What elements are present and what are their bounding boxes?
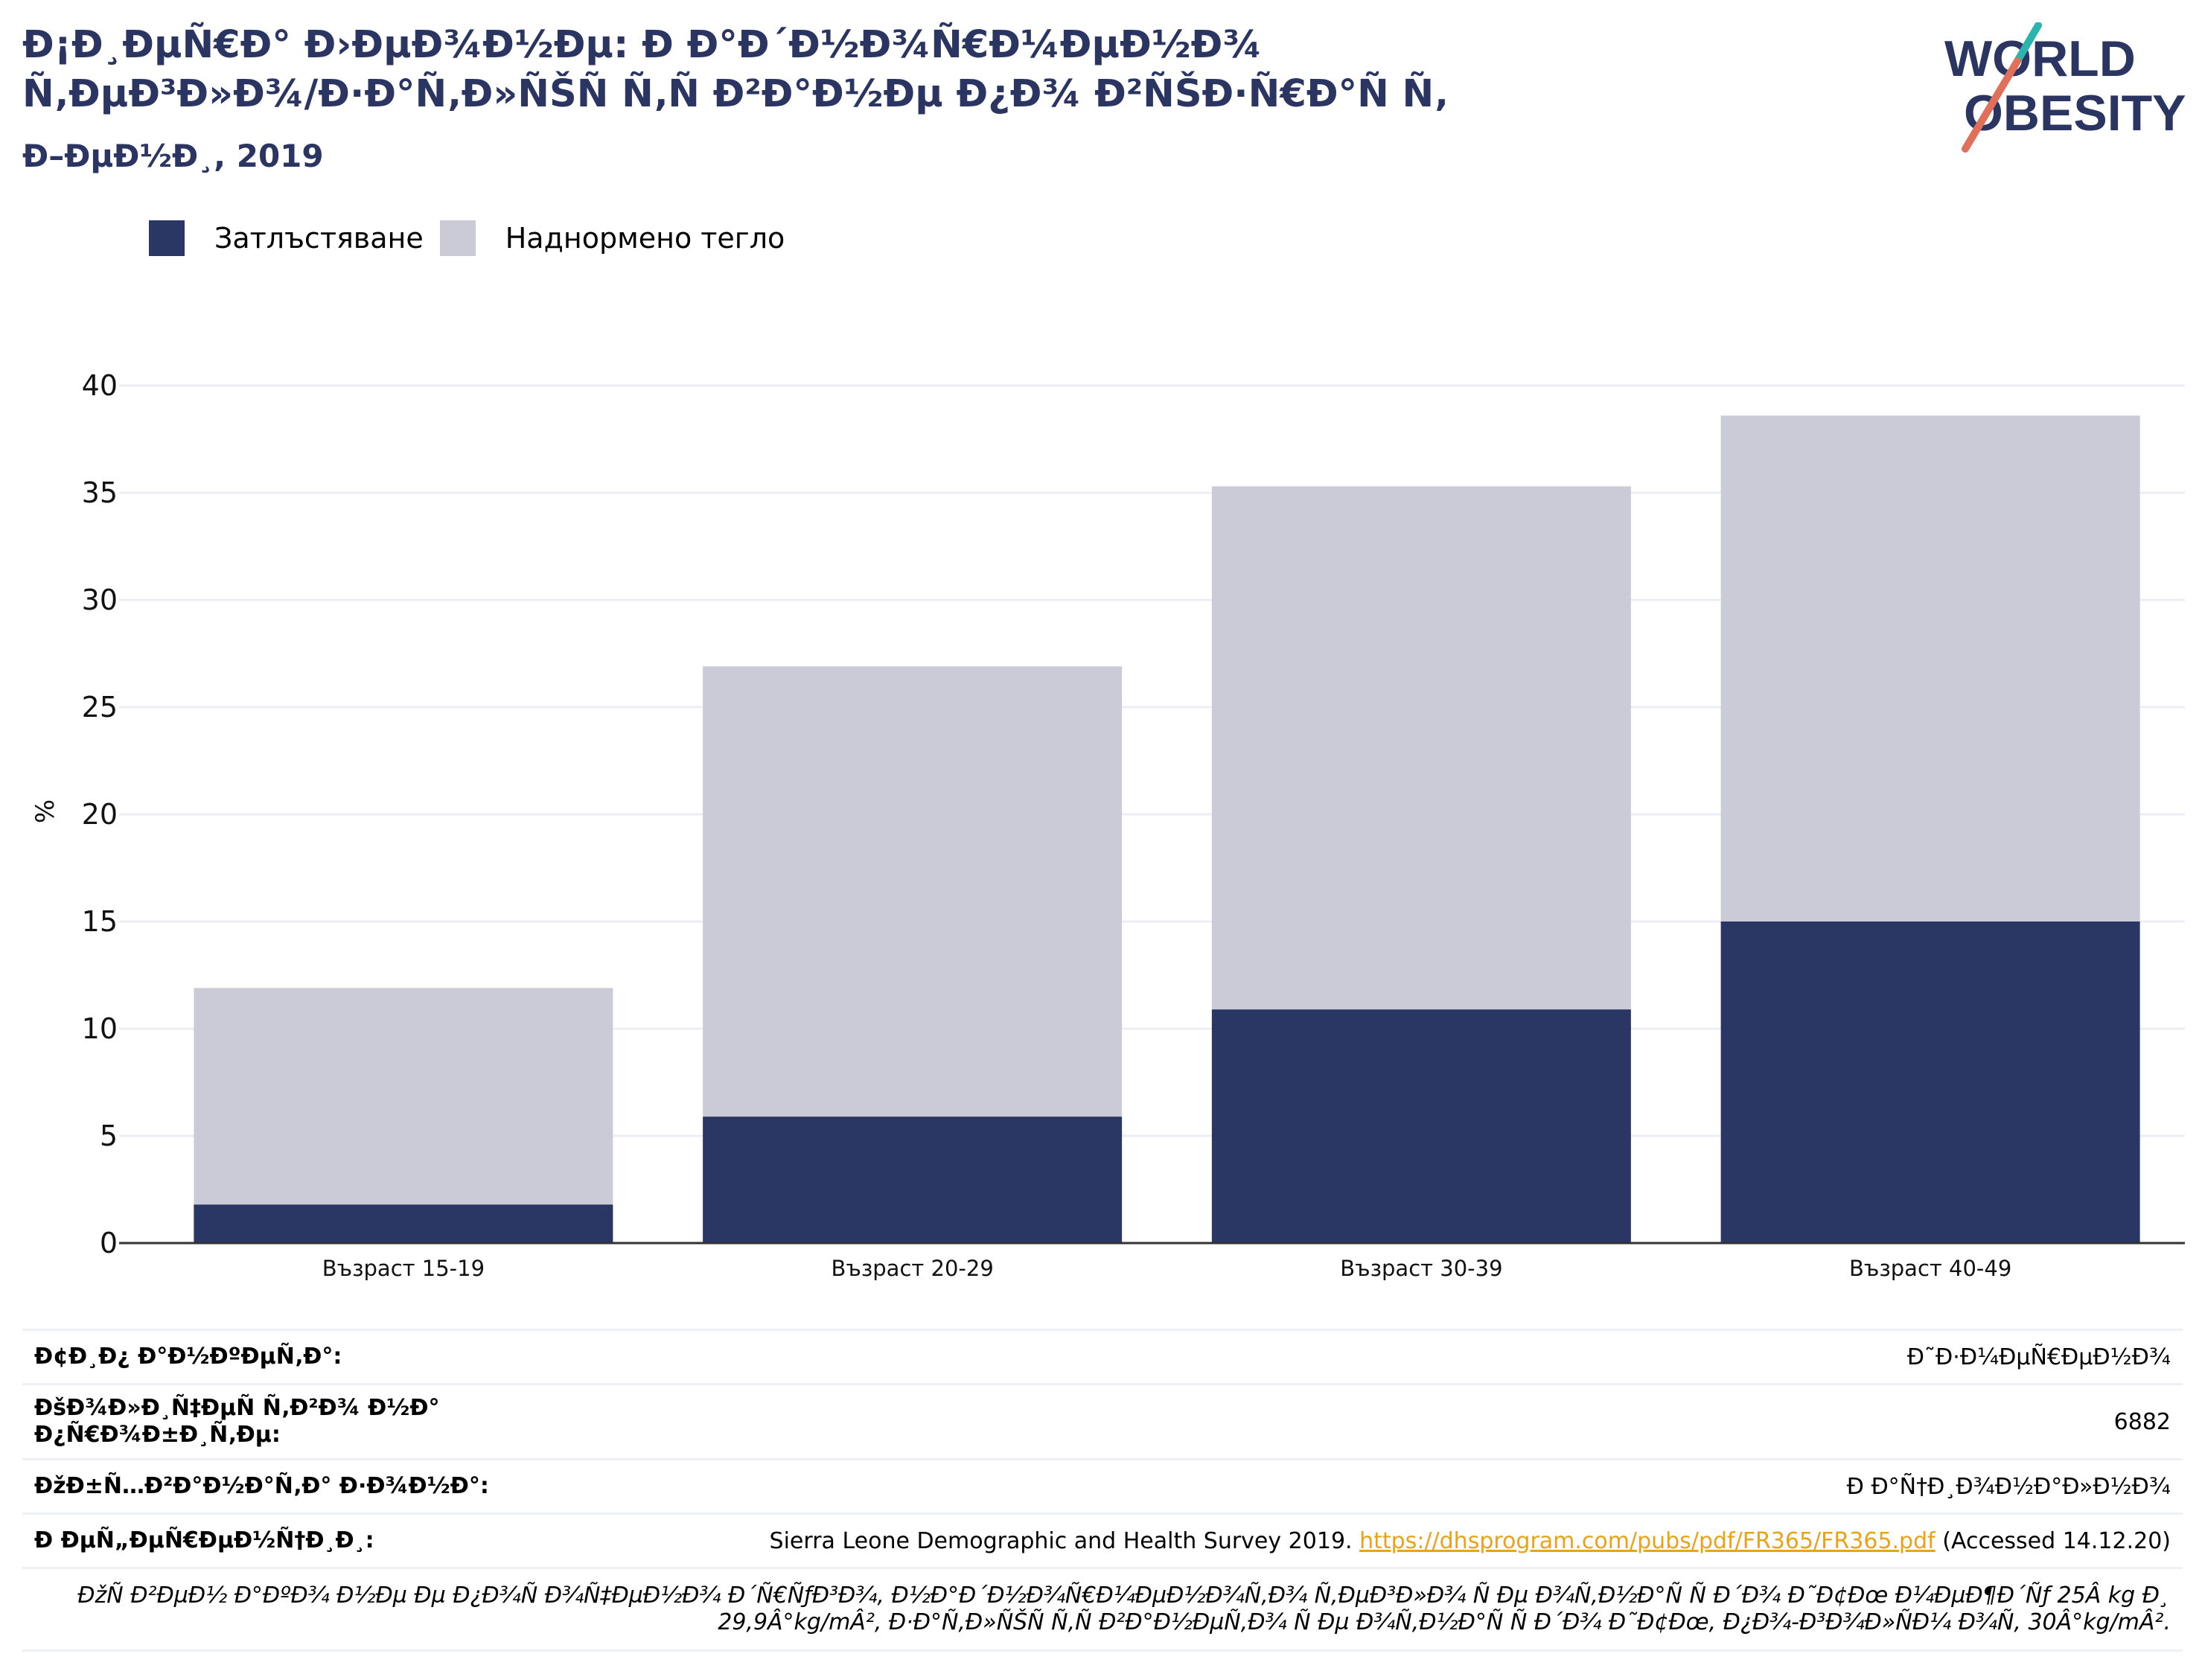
x-tick-label: Възраст 40-49: [1849, 1256, 2011, 1281]
table-value: Đ Đ°Ñ†Đ¸Đ¾Đ½Đ°Đ»Đ½Đ¾: [1846, 1473, 2171, 1500]
table-row-sample-size: ĐšĐ¾Đ»Đ¸Ñ‡ĐµÑ Ñ‚Đ²Đ¾ Đ½Đ° Đ¿Ñ€Đ¾Đ±Đ¸Ñ‚Đµ…: [22, 1385, 2183, 1460]
reference-text: Sierra Leone Demographic and Health Surv…: [769, 1527, 1360, 1554]
logo-slash-coral: [1962, 57, 2021, 153]
reference-value: Sierra Leone Demographic and Health Surv…: [770, 1528, 2171, 1554]
table-value: 6882: [2113, 1408, 2171, 1435]
reference-link[interactable]: https://dhsprogram.com/pubs/pdf/FR365/FR…: [1359, 1527, 1935, 1554]
table-value: Đ˜Đ·Đ¼ĐµÑ€ĐµĐ½Đ¾: [1906, 1344, 2171, 1370]
stacked-bar-chart: 0 5 10 15 20 25 30 35 40 Възраст 15-19 Възраст 20…: [31, 369, 2185, 1281]
y-tick-label: 0: [100, 1227, 118, 1259]
chart-subtitle: Đ–ĐµĐ½Đ¸, 2019: [22, 138, 324, 174]
y-tick-label: 10: [82, 1012, 118, 1045]
bar-segment: [1720, 415, 2140, 922]
y-tick-label: 35: [82, 476, 118, 509]
table-row-coverage: ĐžĐ±Ñ…Đ²Đ°Đ½Đ°Ñ‚Đ° Đ·Đ¾Đ½Đ°: Đ Đ°Ñ†Đ¸Đ¾Đ…: [22, 1460, 2183, 1515]
chart-title: Đ¡Đ¸ĐµÑ€Đ° Đ›ĐµĐ¾Đ½Đµ: Đ Đ°Đ´Đ½Đ¾Ñ€Đ¼ĐµĐ…: [22, 23, 1449, 116]
table-label: ĐžĐ±Ñ…Đ²Đ°Đ½Đ°Ñ‚Đ° Đ·Đ¾Đ½Đ°:: [34, 1473, 489, 1499]
y-tick-label: 30: [82, 584, 118, 616]
bar-segment: [1720, 922, 2140, 1243]
bar-segment: [703, 666, 1123, 1117]
bar-segment: [703, 1117, 1123, 1243]
y-tick-label: 20: [82, 798, 118, 831]
x-tick-label: Възраст 30-39: [1340, 1256, 1502, 1281]
bar-segment: [194, 988, 613, 1205]
legend-swatch-overweight: [439, 220, 476, 256]
x-tick-label: Възраст 15-19: [322, 1256, 485, 1281]
table-row-survey-type: Đ¢Đ¸Đ¿ Đ°Đ½ĐºĐµÑ‚Đ°: Đ˜Đ·Đ¼ĐµÑ€ĐµĐ½Đ¾: [22, 1331, 2183, 1385]
reference-accessed: (Accessed 14.12.20): [1935, 1527, 2171, 1554]
bar-segment: [194, 1204, 613, 1243]
legend-label-obesity: Затлъстяване: [214, 222, 424, 255]
x-axis-ticks: Възраст 15-19 Възраст 20-29 Възраст 30-39 В…: [322, 1256, 2012, 1281]
y-tick-label: 40: [82, 369, 118, 402]
logo-slash-teal: [2014, 22, 2042, 65]
info-table: Đ¢Đ¸Đ¿ Đ°Đ½ĐºĐµÑ‚Đ°: Đ˜Đ·Đ¼ĐµÑ€ĐµĐ½Đ¾ Đš…: [22, 1329, 2183, 1652]
table-label: Đ¢Đ¸Đ¿ Đ°Đ½ĐºĐµÑ‚Đ°:: [34, 1344, 342, 1370]
logo-word-world: WORLD: [1944, 31, 2136, 87]
table-label: Đ ĐµÑ„ĐµÑ€ĐµĐ½Ñ†Đ¸Đ¸:: [34, 1527, 374, 1553]
x-tick-label: Възраст 20-29: [831, 1256, 993, 1281]
legend-label-overweight: Наднормено тегло: [505, 222, 785, 255]
legend-item-obesity: Затлъстяване: [149, 220, 424, 256]
table-row-references: Đ ĐµÑ„ĐµÑ€ĐµĐ½Ñ†Đ¸Đ¸: Sierra Leone Demog…: [22, 1515, 2183, 1569]
y-tick-label: 15: [82, 905, 118, 938]
legend: Затлъстяване Наднормено тегло: [149, 220, 801, 257]
y-axis-ticks: 0 5 10 15 20 25 30 35 40: [82, 369, 118, 1259]
y-tick-label: 5: [100, 1120, 118, 1152]
legend-item-overweight: Наднормено тегло: [439, 220, 785, 256]
legend-swatch-obesity: [149, 220, 185, 256]
y-axis-label: %: [31, 799, 60, 823]
footnote: ĐžÑ Đ²ĐµĐ½ Đ°ĐºĐ¾ Đ½Đµ Đµ Đ¿Đ¾Ñ Đ¾Ñ‡ĐµĐ½…: [22, 1569, 2183, 1652]
table-label: ĐšĐ¾Đ»Đ¸Ñ‡ĐµÑ Ñ‚Đ²Đ¾ Đ½Đ° Đ¿Ñ€Đ¾Đ±Đ¸Ñ‚Đµ…: [34, 1395, 440, 1448]
bars: [194, 415, 2140, 1243]
bar-segment: [1211, 486, 1631, 1010]
world-obesity-logo: WORLD OBESITY: [1944, 22, 2186, 153]
bar-segment: [1211, 1009, 1631, 1243]
y-tick-label: 25: [82, 691, 118, 724]
